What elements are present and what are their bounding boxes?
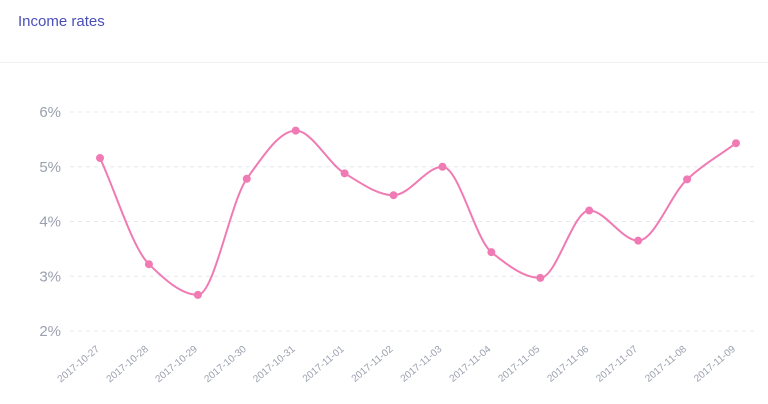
data-point: [389, 191, 398, 200]
y-tick-label: 3%: [39, 268, 61, 285]
series-line: [99, 129, 737, 296]
data-point: [683, 175, 692, 184]
data-point: [634, 236, 643, 245]
y-tick-label: 5%: [39, 159, 61, 176]
x-tick-label: 2017-11-02: [350, 344, 396, 385]
data-point: [536, 273, 545, 282]
data-point: [193, 290, 202, 299]
x-tick-label: 2017-11-06: [545, 344, 591, 385]
x-tick-label: 2017-10-27: [56, 344, 103, 386]
x-tick-label: 2017-10-29: [154, 344, 201, 386]
x-tick-label: 2017-11-08: [643, 344, 689, 385]
x-tick-label: 2017-11-03: [399, 344, 445, 385]
data-point: [291, 126, 300, 135]
x-tick-label: 2017-10-28: [105, 344, 152, 386]
x-tick-label: 2017-11-09: [692, 344, 738, 385]
x-tick-label: 2017-10-30: [202, 344, 249, 386]
y-tick-label: 4%: [39, 214, 61, 231]
data-point: [96, 153, 104, 162]
x-tick-label: 2017-11-07: [594, 344, 640, 385]
x-tick-label: 2017-11-04: [448, 344, 494, 385]
card-header: Income rates: [0, 0, 768, 63]
data-point: [487, 248, 496, 257]
y-tick-label: 6%: [39, 104, 61, 121]
data-point: [438, 162, 447, 171]
x-tick-label: 2017-11-01: [301, 344, 347, 385]
data-point: [732, 139, 740, 148]
x-tick-label: 2017-11-05: [497, 344, 543, 385]
data-point: [242, 174, 251, 183]
chart-title: Income rates: [18, 13, 105, 30]
y-tick-label: 2%: [39, 323, 61, 340]
data-point: [144, 260, 153, 269]
x-tick-label: 2017-10-31: [251, 344, 298, 386]
data-point: [340, 169, 349, 178]
data-point: [585, 206, 594, 215]
